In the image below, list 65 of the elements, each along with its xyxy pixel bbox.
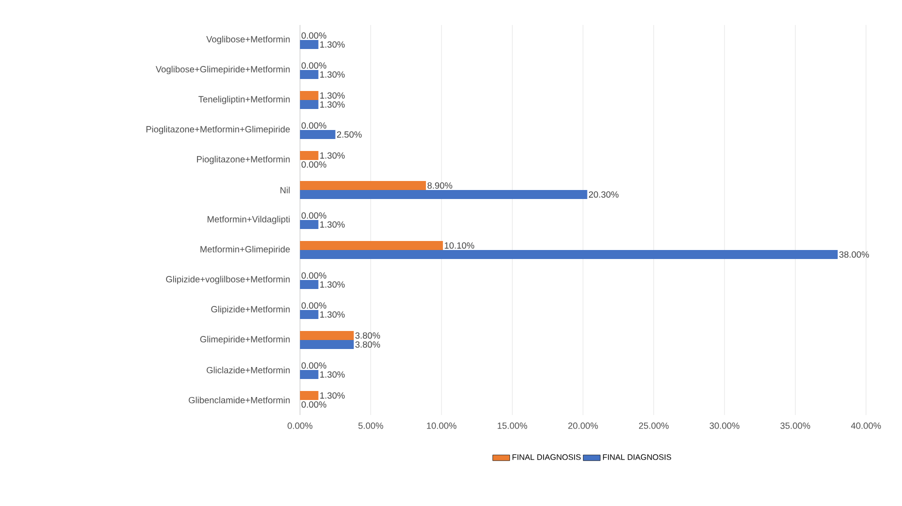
data-label: 0.00% bbox=[302, 212, 326, 219]
bar bbox=[300, 391, 318, 400]
data-label: 0.00% bbox=[302, 401, 326, 408]
y-tick-label: Gliclazide+Metformin bbox=[206, 366, 290, 374]
y-tick-label: Metformin+Glimepiride bbox=[200, 246, 290, 254]
x-tick-label: 10.00% bbox=[426, 422, 456, 429]
data-label: 1.30% bbox=[320, 101, 345, 108]
data-label: 1.30% bbox=[320, 71, 345, 78]
y-tick-label: Teneligliptin+Metformin bbox=[198, 96, 290, 104]
bar bbox=[300, 70, 318, 79]
x-tick-label: 5.00% bbox=[358, 422, 384, 429]
bar bbox=[300, 220, 318, 229]
y-tick-label: Pioglitazone+Metformin+Glimepiride bbox=[146, 126, 290, 134]
data-label: 0.00% bbox=[302, 161, 326, 168]
bar bbox=[300, 280, 318, 289]
data-label: 1.30% bbox=[320, 371, 345, 378]
bar bbox=[300, 130, 336, 139]
bar bbox=[300, 100, 318, 109]
x-tick-label: 25.00% bbox=[639, 422, 669, 429]
y-tick-label: Glimepiride+Metformin bbox=[200, 336, 290, 344]
bar bbox=[300, 40, 318, 49]
bar bbox=[300, 150, 318, 160]
data-label: 1.30% bbox=[320, 392, 345, 399]
data-label: 1.30% bbox=[320, 152, 345, 159]
data-label: 2.50% bbox=[337, 131, 362, 138]
y-tick-label: Nil bbox=[280, 186, 290, 194]
bar bbox=[300, 90, 318, 100]
data-label: 1.30% bbox=[320, 92, 345, 99]
bar bbox=[300, 340, 354, 349]
data-label: 0.00% bbox=[302, 32, 326, 39]
x-tick-label: 40.00% bbox=[851, 422, 881, 429]
data-label: 1.30% bbox=[320, 281, 345, 288]
data-label: 38.00% bbox=[839, 251, 869, 258]
data-label: 1.30% bbox=[320, 311, 345, 318]
y-tick-label: Metformin+Vildaglipti bbox=[208, 216, 290, 224]
data-label: 3.80% bbox=[355, 332, 380, 339]
data-label: 0.00% bbox=[302, 62, 326, 69]
bar bbox=[300, 310, 318, 319]
data-label: 0.00% bbox=[302, 122, 326, 129]
bar bbox=[300, 180, 426, 190]
data-label: 0.00% bbox=[302, 272, 326, 279]
bar bbox=[300, 370, 318, 379]
x-tick-label: 35.00% bbox=[780, 422, 810, 429]
y-tick-label: Glipizide+voglilbose+Metformin bbox=[166, 276, 290, 284]
data-label: 10.10% bbox=[444, 242, 474, 249]
x-tick-label: 0.00% bbox=[288, 422, 312, 429]
data-label: 0.00% bbox=[302, 302, 326, 309]
bar bbox=[300, 240, 443, 250]
data-label: 8.90% bbox=[428, 182, 452, 189]
data-label: 0.00% bbox=[302, 362, 326, 369]
y-tick-label: Voglibose+Metformin bbox=[206, 36, 290, 44]
y-tick-label: Voglibose+Glimepiride+Metformin bbox=[156, 66, 290, 74]
data-label: 1.30% bbox=[320, 41, 345, 48]
bar bbox=[300, 331, 354, 340]
x-tick-label: 20.00% bbox=[568, 422, 598, 429]
x-tick-label: 30.00% bbox=[710, 422, 740, 429]
data-label: 20.30% bbox=[588, 191, 619, 198]
data-label: 1.30% bbox=[320, 221, 345, 228]
data-label: 3.80% bbox=[355, 341, 380, 348]
y-tick-label: Glibenclamide+Metformin bbox=[188, 396, 290, 404]
x-tick-label: 15.00% bbox=[498, 422, 528, 429]
y-tick-label: Pioglitazone+Metformin bbox=[197, 156, 290, 164]
y-tick-label: Glipizide+Metformin bbox=[211, 306, 290, 314]
bar bbox=[300, 250, 838, 259]
bar bbox=[300, 190, 588, 199]
